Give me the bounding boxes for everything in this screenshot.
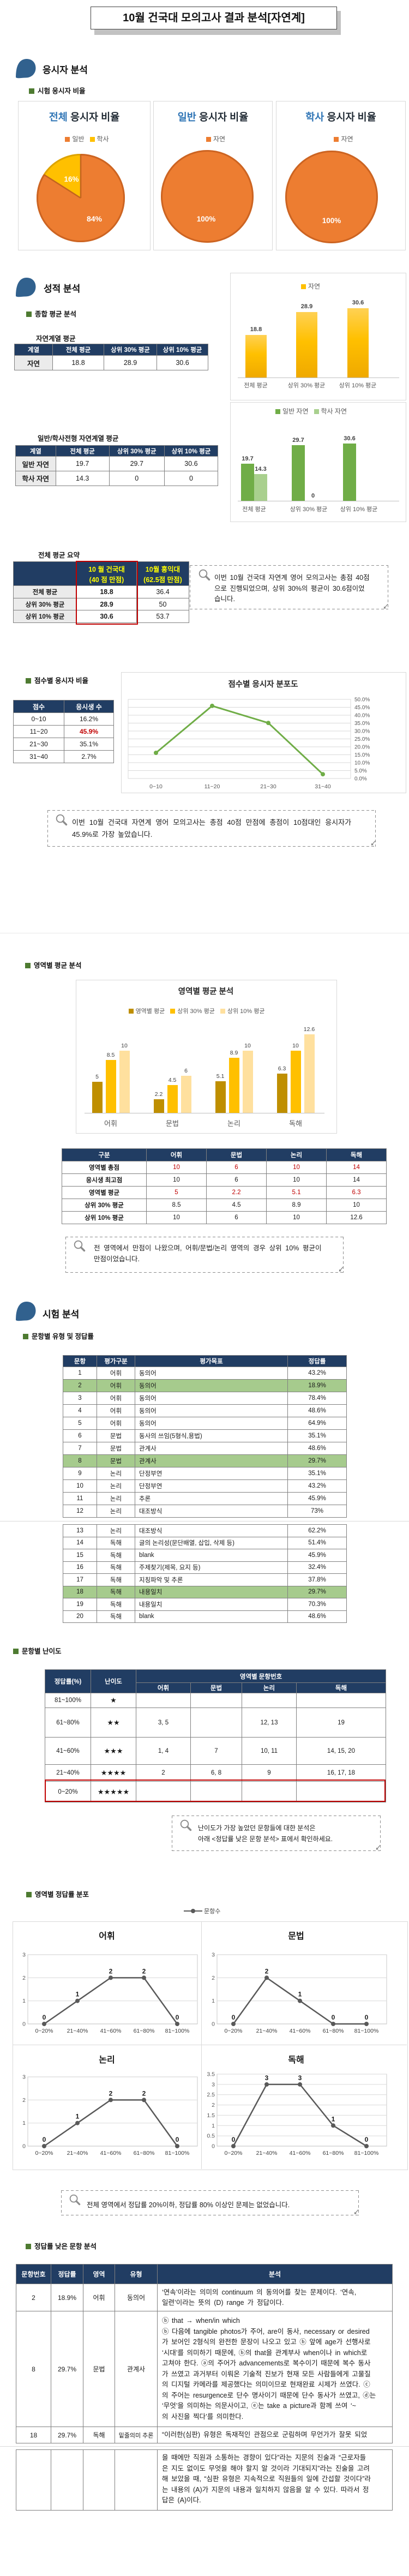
svg-text:2: 2 xyxy=(109,1967,113,1975)
svg-text:35.0%: 35.0% xyxy=(354,721,370,727)
svg-text:84%: 84% xyxy=(87,214,103,223)
svg-text:41~60%: 41~60% xyxy=(100,2150,122,2156)
svg-text:21~40%: 21~40% xyxy=(256,2028,278,2034)
svg-text:15.0%: 15.0% xyxy=(354,752,370,758)
svg-text:81~100%: 81~100% xyxy=(354,2150,379,2156)
svg-text:100%: 100% xyxy=(197,215,216,223)
svg-text:문법: 문법 xyxy=(288,1931,304,1941)
svg-text:0: 0 xyxy=(365,2014,369,2021)
svg-text:40.0%: 40.0% xyxy=(354,713,370,719)
svg-text:2: 2 xyxy=(212,1975,215,1981)
svg-text:61~80%: 61~80% xyxy=(134,2150,155,2156)
svg-text:0: 0 xyxy=(212,2143,215,2150)
svg-text:0: 0 xyxy=(43,2014,46,2021)
svg-text:0: 0 xyxy=(22,2143,26,2150)
svg-text:0: 0 xyxy=(365,2136,369,2143)
svg-text:3: 3 xyxy=(298,2074,302,2082)
svg-text:21~30: 21~30 xyxy=(260,783,276,790)
svg-text:독해: 독해 xyxy=(288,2055,304,2065)
svg-text:10.0%: 10.0% xyxy=(354,760,370,766)
svg-text:41~60%: 41~60% xyxy=(290,2028,311,2034)
svg-text:1: 1 xyxy=(298,1991,302,1998)
svg-text:61~80%: 61~80% xyxy=(134,2028,155,2034)
svg-text:30.0%: 30.0% xyxy=(354,729,370,735)
svg-text:3: 3 xyxy=(22,2074,26,2081)
svg-text:0~20%: 0~20% xyxy=(35,2028,53,2034)
svg-text:61~80%: 61~80% xyxy=(323,2150,344,2156)
svg-text:81~100%: 81~100% xyxy=(354,2028,379,2034)
svg-text:50.0%: 50.0% xyxy=(354,697,370,703)
svg-text:0~10: 0~10 xyxy=(149,783,163,790)
svg-text:3.5: 3.5 xyxy=(207,2071,215,2078)
svg-text:3: 3 xyxy=(265,2074,269,2082)
svg-text:11~20: 11~20 xyxy=(204,783,220,790)
svg-text:3: 3 xyxy=(22,1952,26,1958)
svg-text:2: 2 xyxy=(142,1967,146,1975)
svg-text:41~60%: 41~60% xyxy=(100,2028,122,2034)
svg-text:0.5: 0.5 xyxy=(207,2133,215,2140)
svg-text:0~20%: 0~20% xyxy=(225,2150,243,2156)
svg-text:0: 0 xyxy=(332,2014,335,2021)
svg-text:20.0%: 20.0% xyxy=(354,745,370,751)
svg-text:21~40%: 21~40% xyxy=(256,2150,278,2156)
svg-text:0: 0 xyxy=(232,2136,236,2143)
svg-text:0~20%: 0~20% xyxy=(35,2150,53,2156)
svg-text:0.0%: 0.0% xyxy=(354,776,367,782)
svg-text:2: 2 xyxy=(109,2089,113,2097)
svg-text:3: 3 xyxy=(212,1952,215,1958)
svg-text:61~80%: 61~80% xyxy=(323,2028,344,2034)
svg-text:5.0%: 5.0% xyxy=(354,768,367,774)
svg-text:2: 2 xyxy=(22,1975,26,1981)
svg-text:1: 1 xyxy=(212,1998,215,2004)
svg-text:0: 0 xyxy=(232,2014,236,2021)
svg-text:16%: 16% xyxy=(64,175,79,183)
svg-text:0: 0 xyxy=(22,2021,26,2028)
svg-text:21~40%: 21~40% xyxy=(67,2028,88,2034)
svg-text:논리: 논리 xyxy=(99,2055,115,2065)
svg-text:21~40%: 21~40% xyxy=(67,2150,88,2156)
svg-text:1: 1 xyxy=(22,2120,26,2126)
svg-text:1.5: 1.5 xyxy=(207,2112,215,2119)
svg-text:2: 2 xyxy=(265,1967,269,1975)
svg-text:81~100%: 81~100% xyxy=(165,2028,190,2034)
svg-text:2: 2 xyxy=(22,2097,26,2104)
svg-text:81~100%: 81~100% xyxy=(165,2150,190,2156)
svg-text:45.0%: 45.0% xyxy=(354,705,370,711)
svg-text:0: 0 xyxy=(212,2021,215,2028)
svg-text:2.5: 2.5 xyxy=(207,2092,215,2098)
svg-text:2: 2 xyxy=(212,2102,215,2108)
svg-text:41~60%: 41~60% xyxy=(290,2150,311,2156)
svg-text:1: 1 xyxy=(212,2123,215,2129)
svg-text:0: 0 xyxy=(43,2136,46,2143)
svg-text:31~40: 31~40 xyxy=(315,783,331,790)
svg-text:1: 1 xyxy=(332,2115,335,2123)
svg-text:0: 0 xyxy=(176,2136,179,2143)
svg-text:3: 3 xyxy=(212,2081,215,2088)
svg-text:100%: 100% xyxy=(322,217,341,225)
svg-text:0~20%: 0~20% xyxy=(225,2028,243,2034)
svg-text:1: 1 xyxy=(22,1998,26,2004)
svg-text:2: 2 xyxy=(142,2089,146,2097)
svg-text:25.0%: 25.0% xyxy=(354,736,370,742)
svg-text:1: 1 xyxy=(76,1991,80,1998)
svg-text:어휘: 어휘 xyxy=(99,1931,115,1941)
svg-text:1: 1 xyxy=(76,2113,80,2120)
svg-text:0: 0 xyxy=(176,2014,179,2021)
